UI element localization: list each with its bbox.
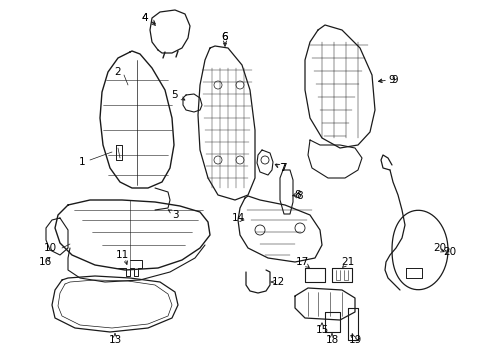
Text: 14: 14 bbox=[231, 213, 244, 223]
Text: 12: 12 bbox=[271, 277, 284, 287]
Text: 13: 13 bbox=[108, 335, 122, 345]
Text: 16: 16 bbox=[38, 257, 52, 267]
Text: 8: 8 bbox=[294, 190, 301, 200]
Text: 4: 4 bbox=[142, 13, 148, 23]
Text: 10: 10 bbox=[43, 243, 57, 253]
Text: 6: 6 bbox=[221, 32, 228, 42]
Text: 15: 15 bbox=[315, 325, 328, 335]
Text: 20: 20 bbox=[432, 243, 446, 253]
Text: 17: 17 bbox=[295, 257, 308, 267]
Text: 18: 18 bbox=[325, 335, 338, 345]
Text: 7: 7 bbox=[278, 163, 285, 173]
Text: 8: 8 bbox=[296, 191, 303, 201]
Text: 21: 21 bbox=[341, 257, 354, 267]
Text: 5: 5 bbox=[171, 90, 178, 100]
Text: 4: 4 bbox=[142, 13, 148, 23]
Text: 2: 2 bbox=[115, 67, 121, 77]
Text: 20: 20 bbox=[443, 247, 456, 257]
Text: 9: 9 bbox=[388, 75, 394, 85]
Text: 11: 11 bbox=[115, 250, 128, 260]
Text: 19: 19 bbox=[347, 335, 361, 345]
Text: 7: 7 bbox=[279, 163, 286, 173]
Text: 6: 6 bbox=[221, 32, 228, 42]
Text: 9: 9 bbox=[391, 75, 398, 85]
Text: 1: 1 bbox=[79, 157, 85, 167]
Text: 3: 3 bbox=[171, 210, 178, 220]
